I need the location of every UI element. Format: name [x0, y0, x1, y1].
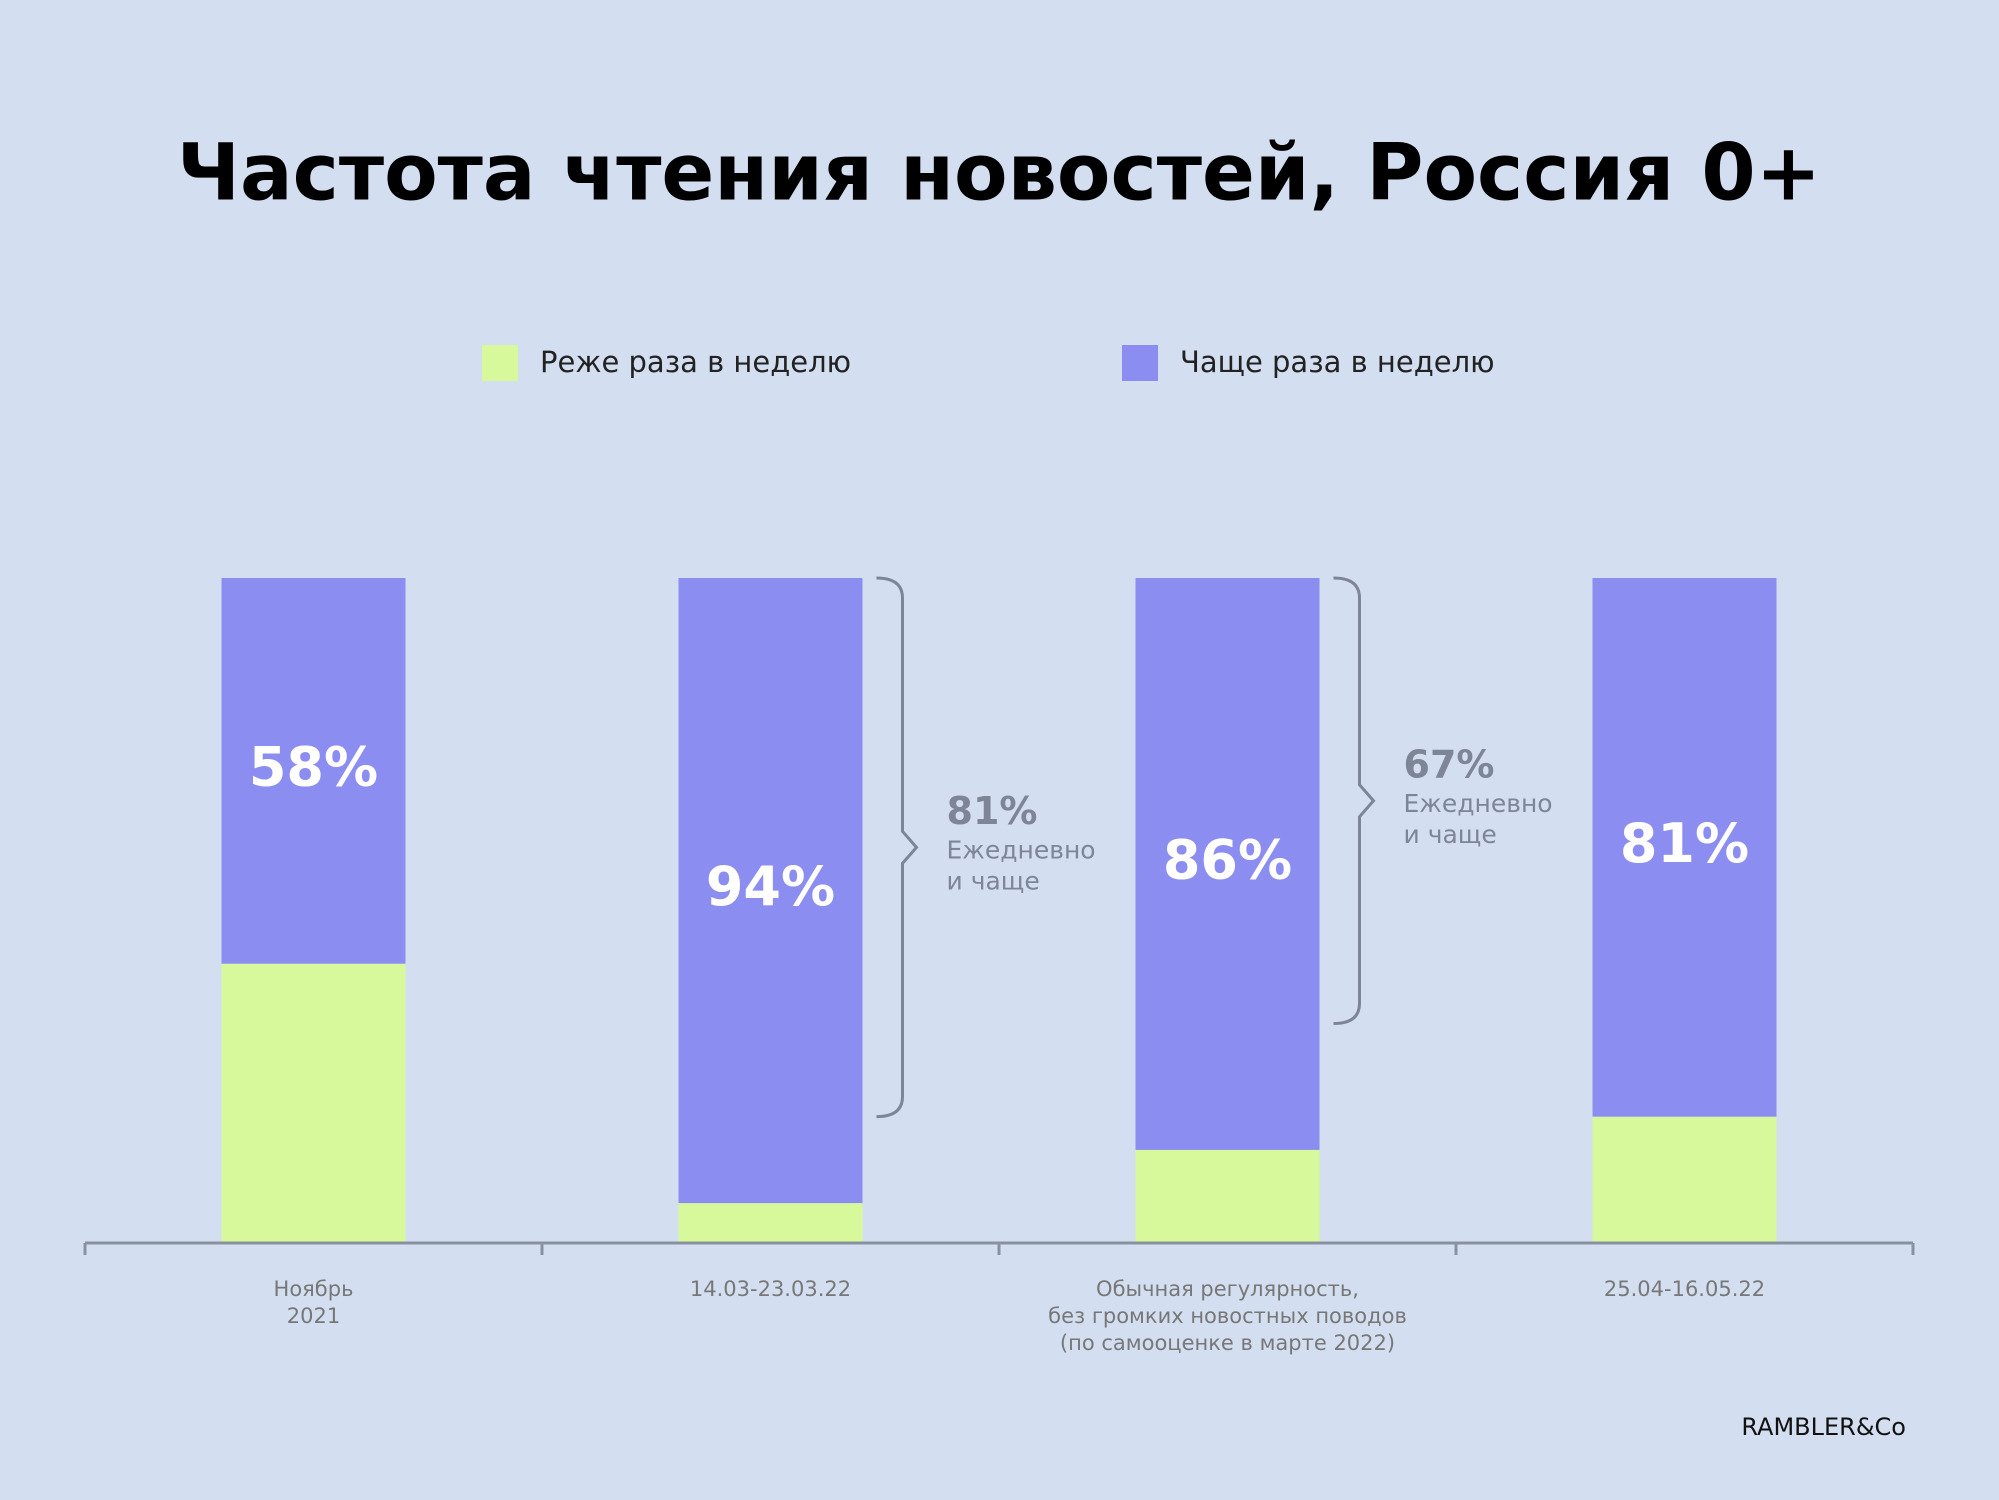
x-tick-label: Ноябрь: [274, 1277, 354, 1301]
x-tick-label: (по самооценке в марте 2022): [1060, 1331, 1395, 1355]
annotation-value: 81%: [947, 789, 1038, 833]
bar-segment: [221, 963, 406, 1243]
annotation-value: 67%: [1404, 742, 1495, 786]
data-label: 58%: [249, 735, 378, 798]
brace: [876, 576, 919, 1119]
annotation-text: и чаще: [947, 866, 1040, 895]
x-tick-label: 2021: [287, 1304, 340, 1328]
bar-segment: [1592, 578, 1777, 1117]
chart-title: Частота чтения новостей, Россия 0+: [177, 128, 1821, 218]
data-label: 86%: [1163, 829, 1292, 892]
data-label: 81%: [1620, 812, 1749, 875]
bar-segment: [678, 1203, 863, 1243]
x-tick-label: Обычная регулярность,: [1096, 1277, 1359, 1301]
x-tick-label: 25.04-16.05.22: [1604, 1277, 1765, 1301]
annotation-text: Ежедневно: [947, 835, 1096, 864]
annotation-text: Ежедневно: [1404, 789, 1553, 818]
legend-swatch: [482, 345, 518, 381]
legend-label: Чаще раза в неделю: [1180, 345, 1495, 379]
legend-swatch: [1122, 345, 1158, 381]
logo: RAMBLER&Co: [1741, 1413, 1906, 1441]
bar-segment: [1135, 1149, 1320, 1243]
legend-label: Реже раза в неделю: [540, 345, 851, 379]
bar-segment: [1592, 1116, 1777, 1243]
data-label: 94%: [706, 855, 835, 918]
annotation-text: и чаще: [1404, 820, 1497, 849]
brace: [1333, 576, 1376, 1026]
bar-segment: [221, 578, 406, 964]
x-tick-label: 14.03-23.03.22: [690, 1277, 851, 1301]
bar-segment: [1135, 578, 1320, 1150]
x-tick-label: без громких новостных поводов: [1048, 1304, 1407, 1328]
bar-segment: [678, 578, 863, 1204]
